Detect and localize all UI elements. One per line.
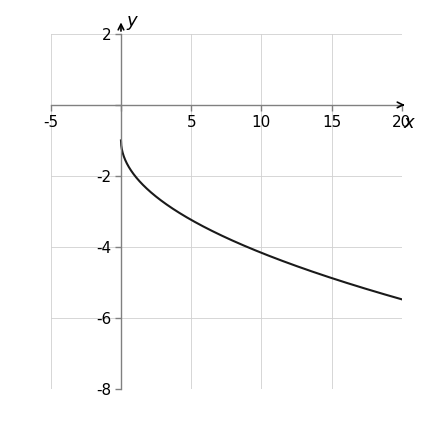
Text: y: y (126, 12, 137, 30)
Text: x: x (404, 114, 414, 132)
